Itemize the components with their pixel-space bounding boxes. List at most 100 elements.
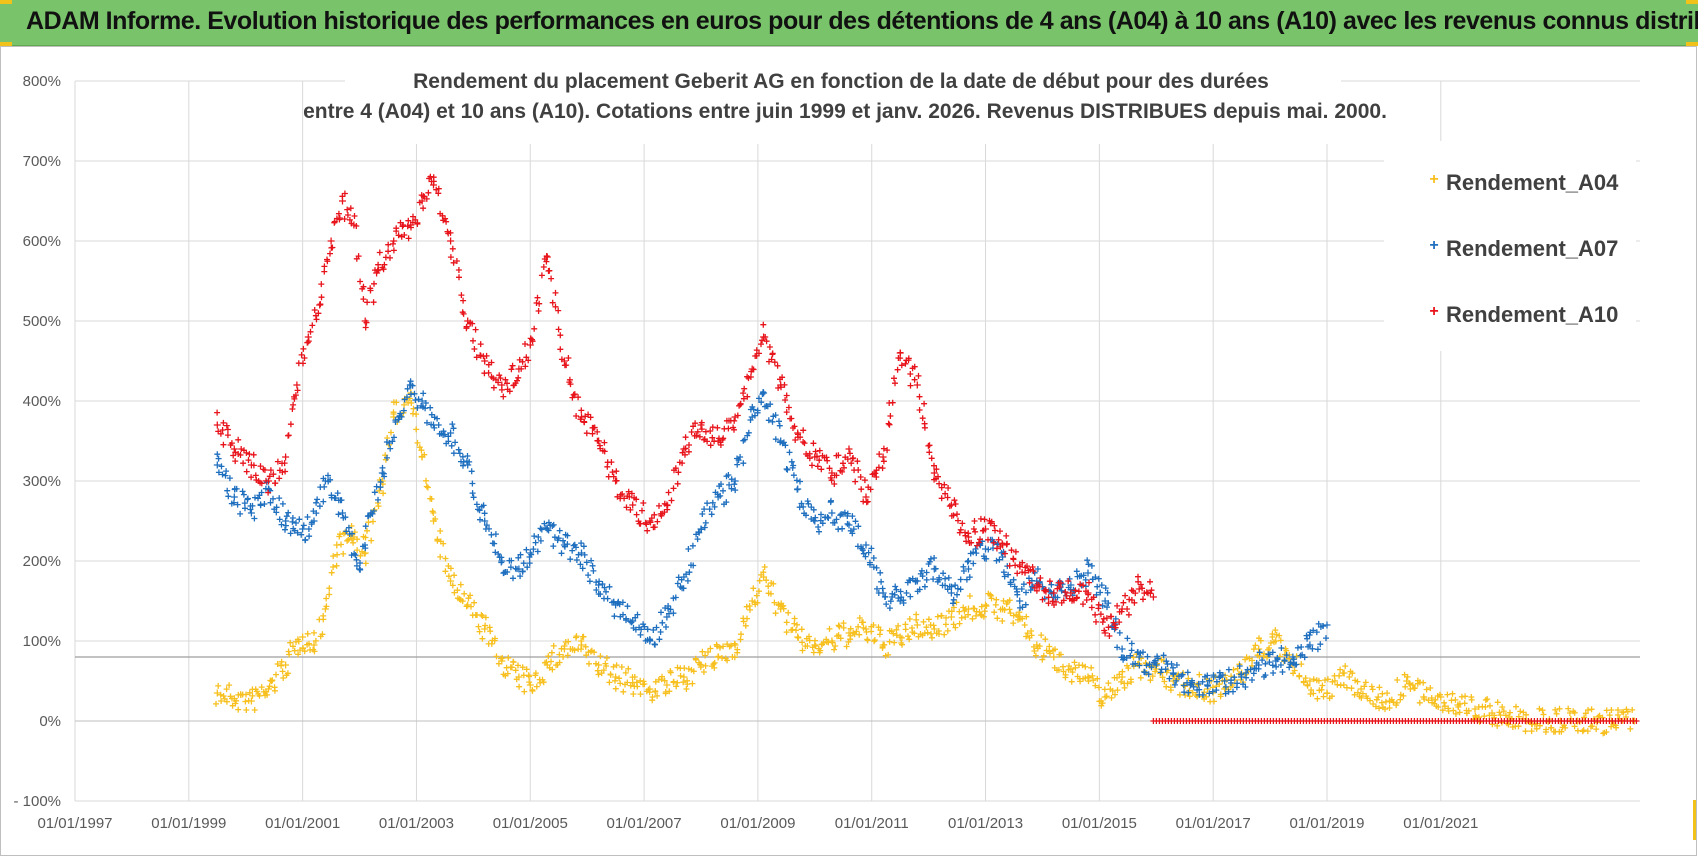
data-point bbox=[760, 321, 767, 328]
data-point bbox=[493, 653, 500, 660]
data-point bbox=[734, 412, 741, 419]
data-point bbox=[1143, 589, 1150, 596]
data-point bbox=[467, 592, 474, 599]
data-point bbox=[1114, 687, 1121, 694]
data-point bbox=[1468, 696, 1475, 703]
data-point bbox=[981, 516, 988, 523]
data-point bbox=[339, 509, 346, 517]
data-point bbox=[709, 434, 716, 441]
data-point bbox=[1533, 725, 1540, 732]
data-point bbox=[1615, 712, 1621, 718]
data-point bbox=[816, 447, 823, 454]
data-point bbox=[841, 464, 847, 471]
data-point bbox=[1021, 622, 1028, 628]
data-point bbox=[601, 584, 608, 591]
data-point bbox=[589, 562, 596, 569]
data-point bbox=[388, 429, 394, 436]
data-point bbox=[993, 545, 1000, 552]
data-point bbox=[279, 500, 286, 507]
data-point bbox=[794, 486, 801, 493]
data-point bbox=[1416, 699, 1423, 706]
data-point bbox=[840, 620, 847, 627]
data-point bbox=[638, 626, 645, 633]
data-point bbox=[344, 537, 351, 544]
data-point bbox=[862, 541, 870, 549]
data-point bbox=[701, 436, 707, 443]
data-point bbox=[457, 581, 464, 588]
data-point bbox=[680, 673, 688, 681]
data-point bbox=[782, 397, 789, 403]
data-point bbox=[708, 511, 715, 518]
data-point bbox=[498, 554, 505, 561]
data-point bbox=[1101, 693, 1109, 701]
data-point bbox=[924, 629, 931, 636]
data-point bbox=[1582, 710, 1589, 717]
data-point bbox=[1382, 698, 1389, 705]
data-point bbox=[240, 491, 247, 498]
data-point bbox=[929, 634, 935, 641]
data-point bbox=[543, 258, 550, 265]
data-point bbox=[630, 691, 637, 697]
data-point bbox=[1088, 562, 1095, 569]
data-point bbox=[1266, 659, 1273, 666]
data-point bbox=[760, 569, 767, 576]
data-point bbox=[786, 449, 793, 456]
data-point bbox=[502, 376, 509, 383]
data-point bbox=[852, 518, 859, 525]
data-point bbox=[1346, 674, 1353, 680]
data-point bbox=[449, 245, 456, 252]
data-point bbox=[423, 477, 429, 484]
corner-mark-right-side bbox=[1693, 800, 1697, 840]
data-point bbox=[870, 555, 877, 561]
data-point bbox=[412, 397, 419, 403]
data-point bbox=[1238, 671, 1244, 678]
data-point bbox=[595, 671, 602, 678]
data-point bbox=[1445, 705, 1452, 712]
data-point bbox=[1393, 699, 1400, 706]
y-tick-label: 300% bbox=[23, 473, 61, 490]
data-point bbox=[625, 665, 632, 672]
data-point bbox=[1608, 707, 1615, 713]
data-point bbox=[1050, 653, 1058, 661]
data-point bbox=[606, 679, 613, 686]
data-point bbox=[621, 495, 628, 502]
data-point bbox=[915, 372, 922, 379]
data-point bbox=[492, 635, 498, 642]
data-point bbox=[732, 487, 739, 494]
data-point bbox=[1455, 704, 1462, 710]
data-point bbox=[392, 417, 399, 424]
data-point bbox=[213, 689, 221, 697]
data-point bbox=[812, 637, 818, 644]
data-point bbox=[613, 477, 620, 484]
data-point bbox=[693, 432, 700, 439]
data-point bbox=[1000, 597, 1007, 604]
data-point bbox=[1103, 615, 1110, 622]
data-point bbox=[537, 525, 544, 532]
chart-title-line-1: Rendement du placement Geberit AG en fon… bbox=[413, 70, 1269, 93]
data-point bbox=[987, 591, 994, 598]
data-point bbox=[447, 577, 455, 585]
data-point bbox=[847, 625, 854, 632]
data-point bbox=[689, 542, 696, 549]
data-point bbox=[848, 460, 855, 467]
data-point bbox=[632, 614, 639, 621]
data-point bbox=[361, 550, 368, 557]
data-point bbox=[1329, 693, 1335, 700]
data-point bbox=[767, 590, 774, 597]
data-point bbox=[1402, 683, 1409, 690]
data-point bbox=[887, 598, 894, 605]
data-point bbox=[367, 285, 374, 292]
data-point bbox=[300, 360, 306, 367]
data-point bbox=[314, 496, 321, 503]
data-point bbox=[517, 551, 524, 558]
data-point bbox=[469, 490, 476, 497]
data-point bbox=[593, 660, 599, 667]
data-point bbox=[580, 543, 587, 550]
data-point bbox=[1449, 690, 1456, 697]
data-point bbox=[622, 669, 629, 676]
data-point bbox=[280, 675, 287, 681]
data-point bbox=[1159, 674, 1166, 681]
data-point bbox=[430, 509, 437, 516]
data-point bbox=[296, 516, 303, 523]
data-point bbox=[1118, 608, 1125, 615]
